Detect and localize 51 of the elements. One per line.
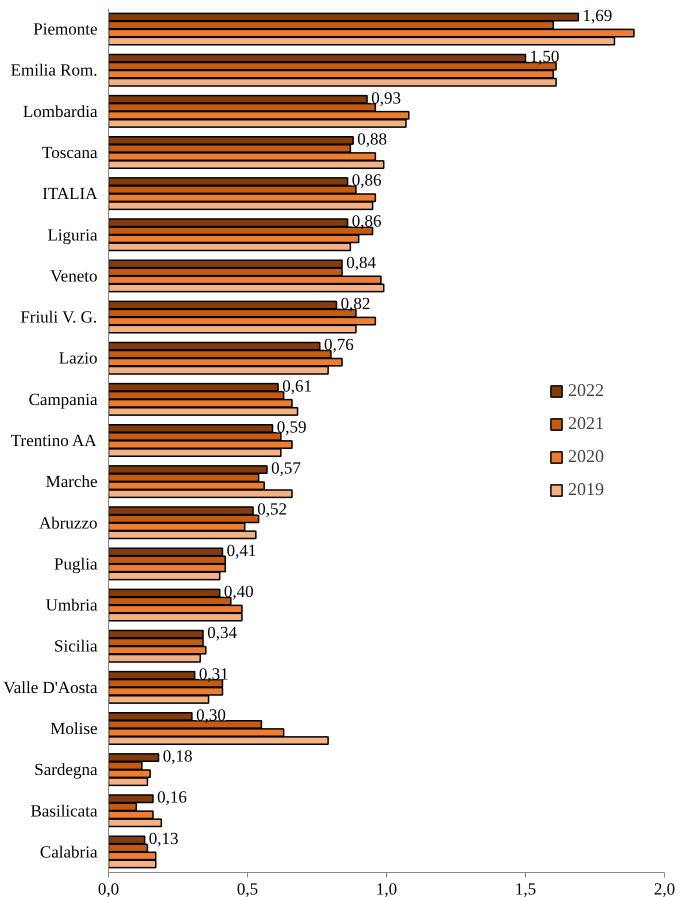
x-tick-label: 2,0 xyxy=(654,880,676,897)
data-label: 0,59 xyxy=(276,417,306,436)
data-label: 0,41 xyxy=(226,540,256,560)
legend-label: 2022 xyxy=(568,380,604,401)
data-label: 0,34 xyxy=(207,623,238,642)
data-label: 0,76 xyxy=(324,335,354,354)
data-label: 0,16 xyxy=(157,788,187,807)
y-tick-label: Calabria xyxy=(40,842,98,862)
y-tick-label: Emilia Rom. xyxy=(10,60,98,80)
data-label: 0,18 xyxy=(162,746,192,766)
legend-label: 2020 xyxy=(568,446,604,467)
x-tick-label: 0,0 xyxy=(98,880,120,897)
data-label: 0,86 xyxy=(352,212,382,231)
y-tick-label: Puglia xyxy=(54,554,98,574)
data-label: 0,57 xyxy=(271,458,302,478)
legend-label: 2019 xyxy=(568,479,604,500)
data-label: 0,40 xyxy=(224,582,254,601)
data-label: 0,31 xyxy=(198,664,229,684)
y-tick-label: Molise xyxy=(50,719,98,738)
data-label: 0,30 xyxy=(196,705,226,724)
data-label: 0,82 xyxy=(340,294,370,313)
data-label: 1,69 xyxy=(582,6,612,25)
y-tick-label: Toscana xyxy=(42,143,98,162)
x-tick-label: 1,0 xyxy=(376,880,398,897)
y-tick-label: ITALIA xyxy=(42,184,98,204)
y-tick-label: Friuli V. G. xyxy=(20,308,98,327)
legend-label: 2021 xyxy=(568,413,604,434)
data-label: 0,13 xyxy=(148,828,179,848)
data-label: 0,61 xyxy=(282,376,312,396)
data-label: 0,84 xyxy=(346,252,376,272)
data-label: 0,52 xyxy=(257,500,287,519)
data-label: 1,50 xyxy=(530,47,560,66)
x-tick-label: 1,5 xyxy=(514,880,536,897)
y-tick-label: Veneto xyxy=(50,266,98,286)
y-tick-label: Sicilia xyxy=(54,636,98,656)
y-tick-label: Abruzzo xyxy=(38,513,98,532)
y-tick-label: Marche xyxy=(46,472,98,492)
y-tick-label: Umbria xyxy=(46,596,98,615)
y-tick-label: Piemonte xyxy=(33,20,98,39)
data-label: 0,93 xyxy=(371,88,401,108)
y-tick-label: Liguria xyxy=(47,225,98,244)
data-label: 0,86 xyxy=(352,170,382,190)
y-tick-label: Sardegna xyxy=(34,760,98,780)
data-label: 0,88 xyxy=(357,129,388,148)
y-tick-label: Trentino AA xyxy=(10,431,98,450)
y-tick-label: Basilicata xyxy=(30,801,98,820)
y-tick-label: Valle D'Aosta xyxy=(3,678,98,697)
y-tick-label: Campania xyxy=(28,390,98,409)
y-tick-label: Lombardia xyxy=(22,102,98,121)
y-tick-label: Lazio xyxy=(58,348,98,368)
x-tick-label: 0,5 xyxy=(236,880,258,897)
